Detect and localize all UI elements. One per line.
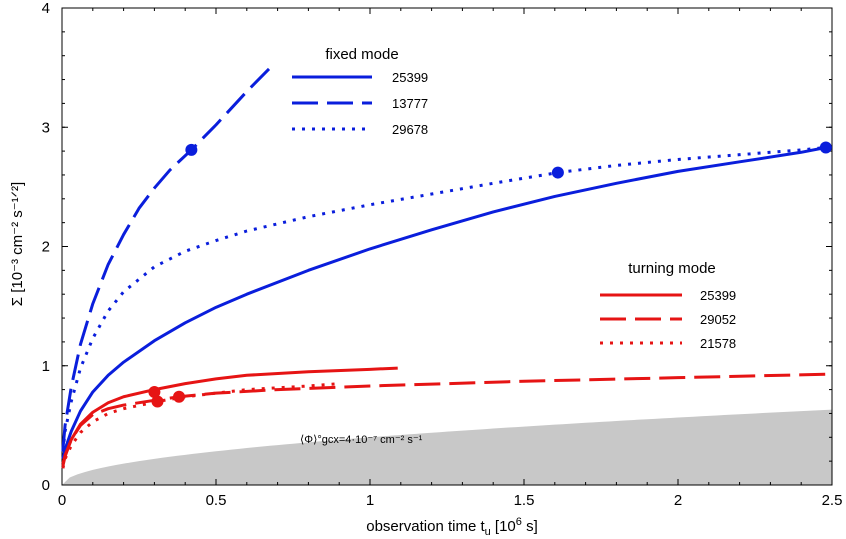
legend-label: 25399 [700,288,736,303]
plot-frame [61,7,833,486]
x-axis-label: observation time tu [106 s] [366,516,538,538]
legend-label: 21578 [700,336,736,351]
y-tick-label: 3 [42,119,50,136]
series-layer [61,65,833,469]
legend-label: 29052 [700,312,736,327]
legend-title: turning mode [628,260,716,277]
series-line [61,382,340,469]
x-tick-label: 2.5 [822,492,843,509]
series-marker [173,390,186,403]
y-tick-label: 1 [42,358,50,375]
series-line [61,65,273,450]
shaded-region-layer [62,409,832,485]
series-marker [185,143,198,156]
legend-label: 13777 [392,96,428,111]
y-tick-label: 2 [42,239,50,256]
series-marker [151,395,164,408]
annotation-text: ⟨Φ⟩°gcx=4·10⁻⁷ cm⁻² s⁻¹ [300,434,423,446]
series-marker [819,141,832,154]
marker-layer [148,141,832,408]
legend-layer: fixed mode 25399 13777 29678 turning mode 253… [292,46,736,351]
series-marker [148,385,161,398]
series-line [61,146,827,460]
y-axis-label: Σ [10⁻³ cm⁻² s⁻¹ᐟ²] [9,182,26,306]
legend-label: 29678 [392,122,428,137]
x-tick-label: 0 [58,492,66,509]
y-tick-label: 4 [42,0,50,17]
x-tick-label: 1.5 [514,492,535,509]
series-line [61,146,826,452]
series-line [61,366,398,464]
x-tick-label: 1 [366,492,374,509]
legend-label: 25399 [392,70,428,85]
legend-title: fixed mode [325,46,398,63]
axes-layer: 0 0.5 1 1.5 2 2.5 0 1 2 3 4 [42,0,843,509]
x-tick-label: 2 [674,492,682,509]
x-tick-label: 0.5 [206,492,227,509]
series-marker [551,166,564,179]
y-tick-label: 0 [42,477,50,494]
shaded-region [62,409,832,485]
